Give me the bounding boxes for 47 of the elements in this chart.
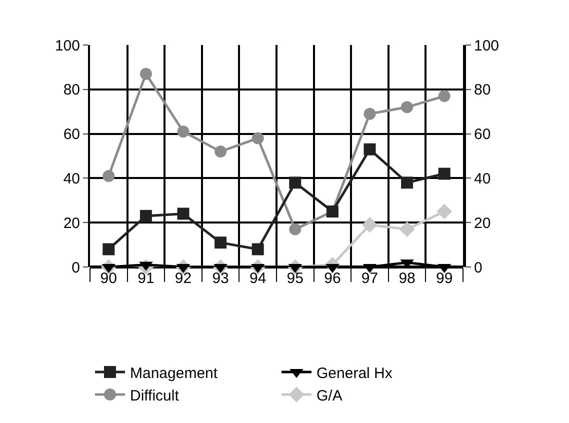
y-tick-label: 20 (63, 214, 80, 232)
y2-tick-label: 80 (474, 82, 491, 99)
x-tick-label: 98 (398, 270, 416, 287)
point (177, 208, 190, 220)
point (364, 108, 376, 120)
x-tick-label: 90 (100, 270, 117, 287)
x-tick-label: 92 (174, 270, 192, 287)
point (214, 146, 227, 158)
y2-tick-label: 100 (474, 37, 500, 54)
point (140, 68, 152, 80)
x-tick-label: 97 (361, 270, 378, 287)
point (252, 132, 264, 144)
legend-label: Management (130, 364, 218, 382)
x-tick-label: 99 (436, 270, 453, 287)
legend-label: General Hx (316, 364, 393, 382)
point (438, 90, 450, 102)
point (401, 101, 414, 114)
point (289, 223, 302, 236)
y-tick-label: 40 (63, 170, 80, 188)
point (140, 210, 152, 222)
y-tick-label: 100 (54, 37, 80, 54)
y2-tick-label: 60 (474, 126, 491, 144)
x-tick-label: 95 (286, 270, 304, 287)
point (102, 243, 115, 256)
point (364, 143, 376, 156)
x-tick-label: 93 (212, 270, 229, 287)
x-tick-label: 94 (250, 270, 266, 287)
y2-tick-label: 20 (474, 214, 491, 232)
point (177, 126, 190, 138)
point (289, 176, 302, 189)
point (401, 176, 414, 189)
y-tick-label: 80 (63, 82, 80, 99)
point (399, 221, 415, 238)
point (214, 236, 227, 249)
point (436, 204, 452, 220)
y-tick-label: 0 (72, 259, 80, 276)
x-tick-label: 91 (138, 270, 154, 287)
x-tick-label: 96 (324, 270, 341, 287)
y2-tick-label: 0 (474, 259, 482, 276)
point (362, 217, 378, 233)
legend-label: G/A (316, 387, 342, 404)
point (252, 243, 264, 256)
point (438, 168, 450, 180)
legend-label: Difficult (130, 387, 180, 404)
y2-tick-label: 40 (474, 170, 491, 188)
point (102, 170, 115, 182)
y-tick-label: 60 (63, 126, 80, 144)
